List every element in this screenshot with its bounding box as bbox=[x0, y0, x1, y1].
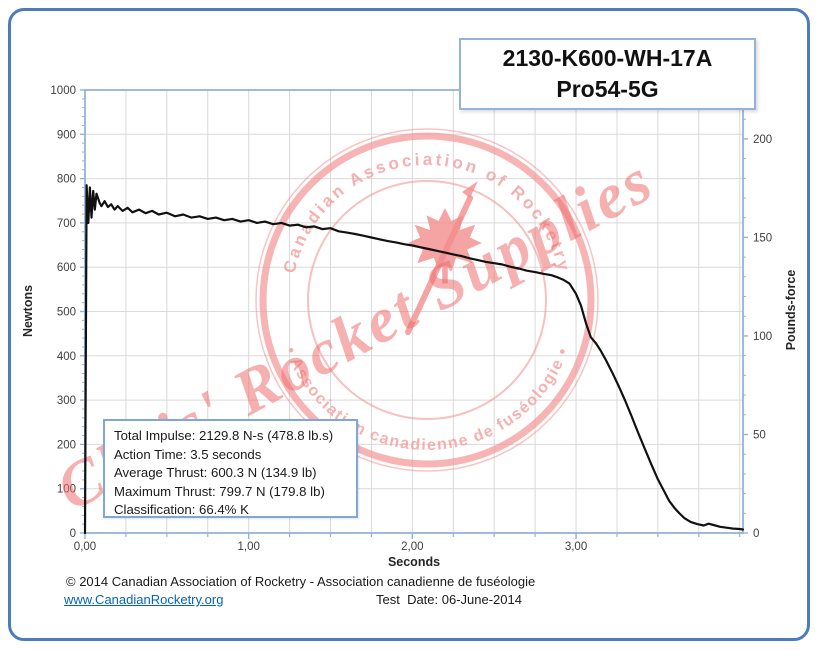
y-axis-right-title: Pounds-force bbox=[784, 270, 798, 351]
x-axis-title: Seconds bbox=[388, 555, 440, 569]
y-axis-left-tick-label: 0 bbox=[70, 528, 76, 540]
test-date-text: Test Date: 06-June-2014 bbox=[376, 592, 522, 607]
y-axis-right-tick-label: 200 bbox=[753, 134, 772, 146]
motor-designation: 2130-K600-WH-17A bbox=[502, 45, 713, 71]
axis-ticks-and-labels: 0 100 200 300 400 500 600 700 800 900 1000 0 50 100 15… bbox=[21, 85, 798, 569]
y-axis-left-tick-label: 300 bbox=[57, 395, 76, 407]
y-axis-left-title: Newtons bbox=[21, 285, 35, 337]
y-axis-right-tick-label: 150 bbox=[753, 232, 772, 244]
y-axis-left-tick-label: 500 bbox=[57, 307, 76, 319]
thrust-curve bbox=[83, 184, 745, 535]
motor-type: Pro54-5G bbox=[556, 76, 659, 102]
y-axis-left-tick-label: 900 bbox=[57, 129, 76, 141]
x-axis-tick-label: 2,00 bbox=[401, 541, 423, 553]
copyright-text: © 2014 Canadian Association of Rocketry … bbox=[66, 574, 536, 589]
stat-action-time: Action Time: 3.5 seconds bbox=[114, 446, 262, 462]
stamp-outer-ring bbox=[259, 132, 595, 468]
y-axis-left-tick-label: 200 bbox=[57, 439, 76, 451]
y-axis-right-tick-label: 0 bbox=[753, 528, 759, 540]
stamp-inner-ring bbox=[307, 180, 547, 420]
website-link[interactable]: www.CanadianRocketry.org bbox=[64, 592, 224, 607]
y-axis-left-tick-label: 600 bbox=[57, 262, 76, 274]
x-axis-tick-label: 0,00 bbox=[74, 541, 96, 553]
y-axis-left-tick-label: 800 bbox=[57, 174, 76, 186]
stat-average-thrust: Average Thrust: 600.3 N (134.9 lb) bbox=[114, 465, 317, 481]
stat-total-impulse: Total Impulse: 2129.8 N-s (478.8 lb.s) bbox=[114, 428, 334, 443]
y-axis-right-tick-label: 50 bbox=[753, 429, 766, 441]
y-axis-left-tick-label: 700 bbox=[57, 218, 76, 230]
stamp-outer-thin-ring bbox=[255, 128, 599, 472]
stat-maximum-thrust: Maximum Thrust: 799.7 N (179.8 lb) bbox=[114, 483, 325, 499]
x-axis-tick-label: 1,00 bbox=[237, 541, 259, 553]
y-axis-left-tick-label: 400 bbox=[57, 351, 76, 363]
stat-classification: Classification: 66.4% K bbox=[114, 502, 249, 518]
outer-border bbox=[8, 8, 810, 641]
y-axis-right-tick-label: 100 bbox=[753, 331, 772, 343]
thrust-curve-line bbox=[83, 184, 745, 535]
y-axis-left-tick-label: 100 bbox=[57, 484, 76, 496]
y-axis-left-tick-label: 1000 bbox=[50, 85, 76, 97]
rocket-icon bbox=[405, 181, 478, 335]
motor-title-box: 2130-K600-WH-17A Pro54-5G bbox=[459, 38, 756, 110]
stats-box: Total Impulse: 2129.8 N-s (478.8 lb.s) A… bbox=[103, 419, 358, 518]
x-axis-tick-label: 3,00 bbox=[565, 541, 587, 553]
